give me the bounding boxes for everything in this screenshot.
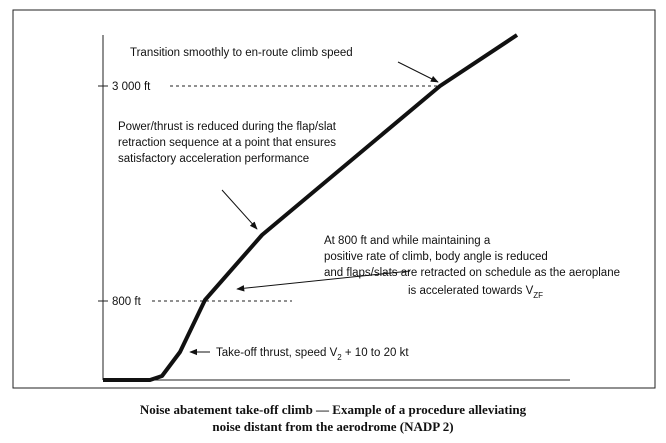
arrow <box>397 61 439 83</box>
frame <box>12 9 656 389</box>
arrow <box>236 270 411 292</box>
caption: Noise abatement take-off climb — Example… <box>140 402 527 417</box>
annotation-text: is accelerated towards V <box>408 285 534 297</box>
annotation-text: Take-off thrust, speed V <box>216 347 338 359</box>
subscript: ZF <box>533 291 543 300</box>
annotation: satisfactory acceleration performance <box>118 153 309 165</box>
subscript: 2 <box>337 353 342 362</box>
annotation-text: + 10 to 20 kt <box>342 347 410 359</box>
annotation: Transition smoothly to en-route climb sp… <box>130 47 353 59</box>
annotation: At 800 ft and while maintaining a <box>324 235 491 247</box>
flight-path <box>103 33 519 382</box>
annotation: positive rate of climb, body angle is re… <box>324 251 548 263</box>
annotation: is accelerated towards VZF <box>408 285 543 300</box>
tick-label: 3 000 ft <box>112 81 151 93</box>
annotation: and flaps/slats are retracted on schedul… <box>324 267 620 279</box>
caption: noise distant from the aerodrome (NADP 2… <box>212 419 453 434</box>
annotation: retraction sequence at a point that ensu… <box>118 137 336 149</box>
arrow <box>221 189 258 230</box>
tick-label: 800 ft <box>112 296 142 308</box>
annotation: Power/thrust is reduced during the flap/… <box>118 121 337 133</box>
annotation: Take-off thrust, speed V2 + 10 to 20 kt <box>216 347 409 362</box>
